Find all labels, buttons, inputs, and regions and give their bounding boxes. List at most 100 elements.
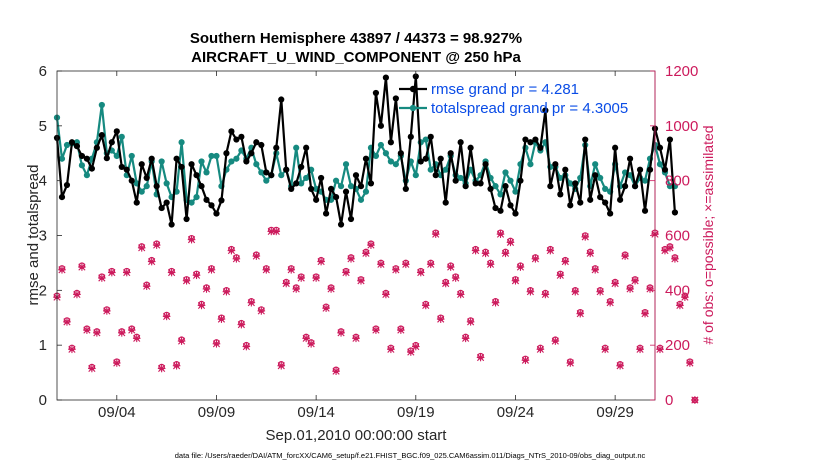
obs-assimilated-marker: [242, 342, 251, 351]
rmse-point: [617, 196, 624, 203]
rmse-point: [318, 174, 325, 182]
obs-assimilated-marker: [177, 337, 186, 345]
obs-assimilated-marker: [113, 359, 121, 367]
obs-assimilated-marker: [172, 361, 181, 370]
spread-point: [347, 183, 355, 190]
rmse-point: [487, 185, 494, 192]
spread-point: [357, 196, 365, 203]
rmse-point: [457, 139, 464, 146]
rmse-point: [208, 202, 215, 209]
obs-assimilated-marker: [656, 345, 664, 354]
y-right-tick-label: 200: [665, 337, 690, 354]
obs-assimilated-marker: [337, 329, 345, 337]
rmse-point: [238, 133, 245, 140]
spread-point: [63, 141, 71, 149]
obs-assimilated-marker: [506, 238, 515, 247]
rmse-point: [502, 183, 509, 190]
spread-point: [656, 161, 664, 168]
rmse-point: [298, 163, 305, 171]
obs-assimilated-marker: [387, 345, 395, 354]
rmse-point: [602, 199, 609, 206]
rmse-point: [158, 204, 165, 212]
rmse-point: [387, 139, 394, 146]
obs-assimilated-marker: [287, 265, 296, 274]
spread-point: [253, 161, 260, 168]
obs-assimilated-marker: [192, 271, 201, 280]
obs-assimilated-marker: [127, 326, 136, 334]
obs-assimilated-marker: [626, 285, 634, 293]
rmse-point: [631, 183, 639, 190]
x-axis-label: Sep.01,2010 00:00:00 start: [266, 427, 448, 444]
rmse-point: [407, 133, 414, 140]
obs-assimilated-marker: [486, 260, 495, 269]
obs-assimilated-marker: [272, 227, 281, 236]
rmse-point: [671, 209, 679, 216]
obs-assimilated-marker: [68, 345, 76, 354]
spread-point: [293, 144, 300, 151]
spread-point: [138, 188, 145, 195]
rmse-point: [402, 185, 409, 192]
spread-point: [178, 139, 185, 146]
obs-assimilated-marker: [436, 315, 445, 323]
spread-point: [666, 183, 674, 190]
spread-point: [113, 152, 120, 160]
rmse-point: [397, 150, 404, 157]
spread-point: [213, 152, 220, 160]
spread-point: [83, 172, 90, 179]
rmse-point: [263, 169, 270, 176]
obs-assimilated-marker: [476, 353, 485, 362]
y-tick-label: 4: [39, 173, 47, 190]
obs-assimilated-marker: [347, 255, 355, 263]
obs-assimilated-marker: [207, 265, 216, 274]
legend-label-rmse: rmse grand pr = 4.281: [431, 81, 579, 98]
spread-point: [233, 155, 240, 162]
obs-assimilated-marker: [312, 274, 320, 282]
y-right-tick-label: 800: [665, 173, 690, 190]
obs-assimilated-marker: [108, 268, 116, 277]
obs-assimilated-marker: [182, 276, 191, 285]
obs-assimilated-marker: [646, 285, 654, 293]
rmse-point: [93, 144, 100, 151]
rmse-point: [128, 177, 135, 184]
spread-point: [332, 177, 340, 184]
obs-assimilated-marker: [282, 279, 291, 288]
obs-assimilated-marker: [491, 298, 500, 307]
y-right-tick-label: 0: [665, 392, 673, 409]
rmse-point: [532, 136, 539, 143]
spread-point: [626, 172, 634, 179]
obs-assimilated-marker: [152, 241, 161, 249]
obs-assimilated-marker: [681, 293, 689, 301]
rmse-point: [138, 161, 145, 168]
rmse-point: [357, 183, 365, 190]
rmse-point: [68, 139, 76, 146]
rmse-point: [83, 155, 90, 162]
rmse-point: [477, 180, 484, 187]
rmse-point: [467, 144, 474, 151]
obs-assimilated-marker: [217, 315, 226, 323]
rmse-point: [666, 136, 674, 143]
obs-assimilated-marker: [686, 359, 694, 367]
obs-assimilated-marker: [501, 249, 510, 258]
rmse-point: [123, 166, 130, 173]
obs-assimilated-marker: [521, 356, 530, 365]
rmse-point: [183, 215, 190, 223]
obs-assimilated-marker: [461, 334, 470, 343]
spread-point: [303, 174, 310, 182]
obs-assimilated-marker: [257, 307, 266, 315]
rmse-point: [342, 188, 350, 195]
obs-assimilated-marker: [222, 287, 231, 296]
obs-assimilated-marker: [441, 279, 450, 288]
obs-assimilated-marker: [357, 276, 365, 285]
footnote: data file: /Users/raeder/DAI/ATM_forcXX/…: [175, 451, 646, 460]
obs-assimilated-marker: [631, 276, 639, 285]
obs-assimilated-marker: [671, 255, 679, 263]
rmse-point: [582, 136, 589, 143]
obs-assimilated-marker: [561, 257, 570, 266]
obs-assimilated-marker: [377, 260, 385, 269]
obs-assimilated-marker: [132, 334, 141, 343]
spread-point: [78, 162, 86, 169]
rmse-point: [243, 158, 250, 165]
obs-assimilated-marker: [511, 276, 520, 285]
obs-assimilated-marker: [426, 260, 435, 269]
obs-assimilated-marker: [98, 274, 106, 282]
